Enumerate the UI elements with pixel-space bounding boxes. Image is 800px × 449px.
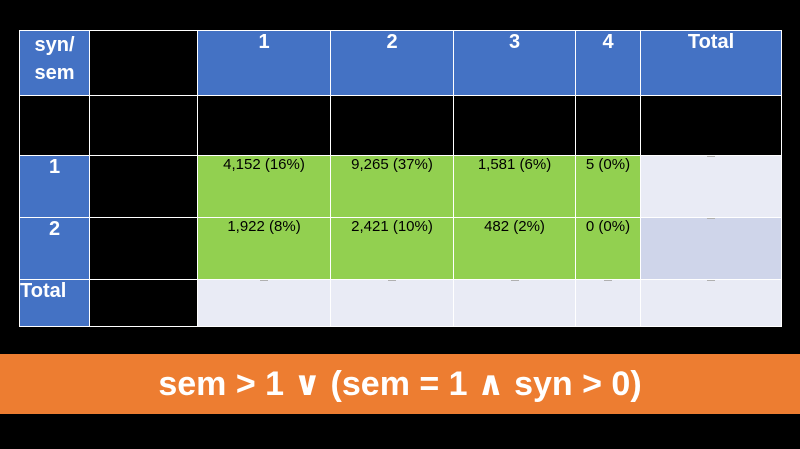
blank-cell (575, 95, 641, 156)
table-cell: 1,922 (8%) (197, 217, 331, 280)
column-header-2: 2 (330, 30, 454, 96)
blank-cell (640, 95, 782, 156)
blank-cell (330, 95, 454, 156)
row-total-cell (640, 217, 782, 280)
table-cell: 2,421 (10%) (330, 217, 454, 280)
blank-cell (89, 95, 198, 156)
column-total-cell (197, 279, 331, 327)
corner-label-syn: syn/ (34, 34, 75, 56)
column-header-total: Total (640, 30, 782, 96)
column-total-cell (453, 279, 576, 327)
total-row: Total (19, 279, 782, 327)
corner-label-sem: sem (34, 62, 75, 84)
table-row: 1 4,152 (16%) 9,265 (37%) 1,581 (6%) 5 (… (19, 155, 782, 218)
table-cell: 4,152 (16%) (197, 155, 331, 218)
blank-cell (197, 95, 331, 156)
grand-total-cell (640, 279, 782, 327)
row-total-cell (640, 155, 782, 218)
table-cell: 5 (0%) (575, 155, 641, 218)
table-cell: 0 (0%) (575, 217, 641, 280)
corner-label: syn/ sem (19, 30, 90, 96)
blank-cell (453, 95, 576, 156)
column-total-cell (330, 279, 454, 327)
column-total-cell (575, 279, 641, 327)
table-cell: 482 (2%) (453, 217, 576, 280)
tick-mark (604, 280, 612, 281)
row-header-1: 1 (19, 155, 90, 218)
column-header-4: 4 (575, 30, 641, 96)
tick-mark (260, 280, 268, 281)
blank-cell (89, 217, 198, 280)
blank-cell (19, 95, 90, 156)
column-header-3: 3 (453, 30, 576, 96)
empty-row (19, 95, 782, 156)
blank-cell (89, 30, 198, 96)
contingency-table: syn/ sem 1 2 3 4 Total 1 4,152 (16%) 9,2… (19, 30, 782, 327)
tick-mark (388, 280, 396, 281)
row-header-total: Total (19, 279, 90, 327)
table-cell: 1,581 (6%) (453, 155, 576, 218)
tick-mark (707, 156, 715, 157)
tick-mark (707, 218, 715, 219)
formula-banner: sem > 1 ∨ (sem = 1 ∧ syn > 0) (0, 354, 800, 414)
header-row: syn/ sem 1 2 3 4 Total (19, 30, 782, 96)
blank-cell (89, 155, 198, 218)
row-header-2: 2 (19, 217, 90, 280)
table-row: 2 1,922 (8%) 2,421 (10%) 482 (2%) 0 (0%) (19, 217, 782, 280)
tick-mark (510, 280, 519, 281)
blank-cell (89, 279, 198, 327)
tick-mark (707, 280, 715, 281)
column-header-1: 1 (197, 30, 331, 96)
table-cell: 9,265 (37%) (330, 155, 454, 218)
